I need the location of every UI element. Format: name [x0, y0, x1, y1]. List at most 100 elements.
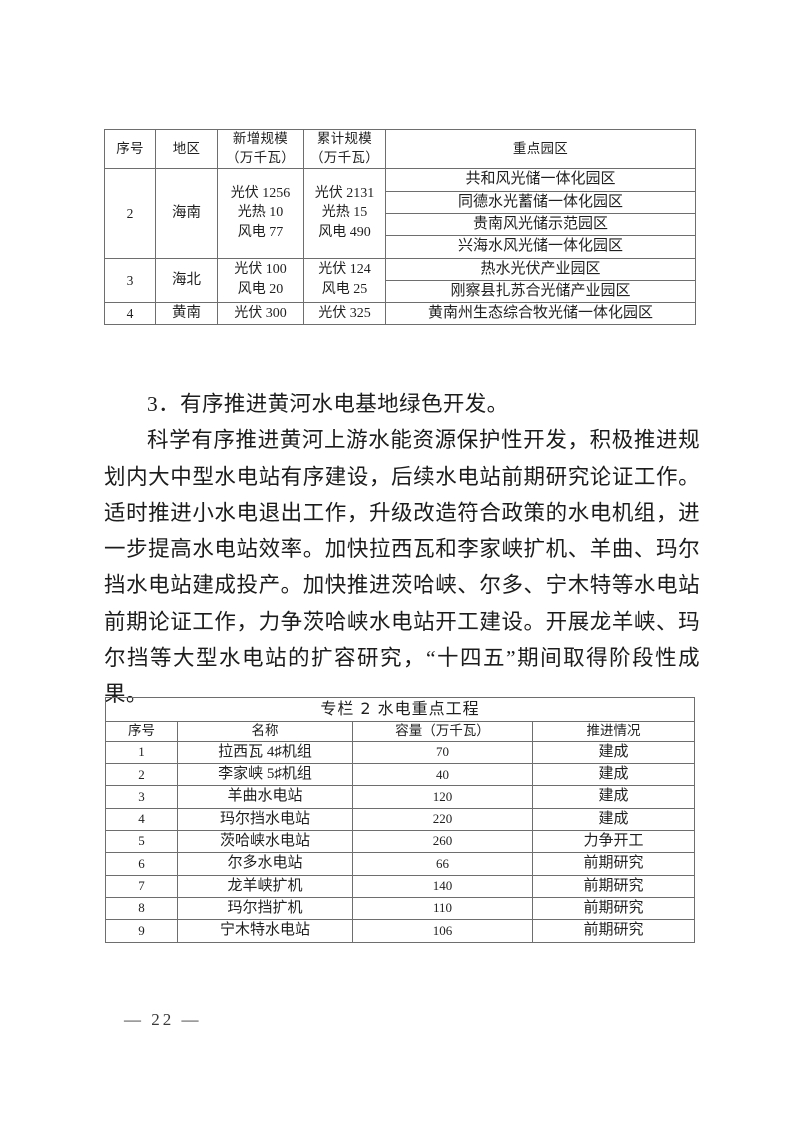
cumulative-scale-line: 光伏 2131	[314, 185, 375, 201]
table-row: 兴海水风光储一体化园区	[105, 235, 696, 259]
cell-index: 5	[105, 830, 178, 854]
cell-new-scale: 光伏 100 风电 20	[217, 257, 304, 304]
new-scale-line: 风电 77	[237, 225, 284, 241]
cell-index: 3	[105, 785, 178, 809]
cumulative-scale-line: 光热 15	[321, 205, 368, 221]
table-header-row: 序号 地区 新增规模 （万千瓦） 累计规模 （万千瓦） 重点园区	[104, 128, 696, 170]
cell-new-scale: 光伏 300	[217, 302, 304, 326]
page-number: — 22 —	[124, 1010, 202, 1029]
cell-name: 玛尔挡水电站	[177, 807, 353, 832]
new-scale-line: 光伏 100	[234, 262, 287, 278]
col-header-cumulative-scale: 累计规模 （万千瓦）	[303, 128, 386, 170]
table-title-row: 专栏 2 水电重点工程	[105, 697, 695, 722]
cell-index: 3	[104, 257, 156, 304]
new-scale-line: 风电 20	[237, 282, 284, 298]
table-row: 5 茨哈峡水电站 260 力争开工	[105, 830, 695, 854]
table-row: 3 羊曲水电站 120 建成	[105, 785, 695, 809]
table-row: 4 玛尔挡水电站 220 建成	[105, 807, 695, 832]
cell-capacity: 110	[352, 896, 533, 921]
cell-park: 兴海水风光储一体化园区	[385, 235, 696, 259]
cell-capacity: 140	[352, 874, 533, 898]
cell-name: 龙羊峡扩机	[177, 874, 353, 898]
col-header-region: 地区	[155, 128, 218, 170]
col-header-cumulative-line2: （万千瓦）	[310, 150, 379, 167]
table-row: 刚察县扎苏合光储产业园区	[105, 279, 696, 304]
regional-scale-table: 序号 地区 新增规模 （万千瓦） 累计规模 （万千瓦） 重点园区 2 海南	[104, 128, 696, 326]
cell-park: 热水光伏产业园区	[385, 257, 696, 281]
col-header-new-scale-line2: （万千瓦）	[226, 150, 295, 167]
body-text-block: 3．有序推进黄河水电基地绿色开发。 科学有序推进黄河上游水能资源保护性开发，积极…	[104, 386, 700, 713]
table-row: 7 龙羊峡扩机 140 前期研究	[105, 874, 695, 898]
table-row: 2 李家峡 5♯机组 40 建成	[105, 763, 695, 787]
cell-status: 建成	[532, 763, 695, 787]
cell-status: 建成	[532, 807, 695, 832]
cell-capacity: 220	[352, 807, 533, 832]
cell-capacity: 70	[352, 740, 533, 765]
cell-cumulative-scale: 光伏 124 风电 25	[303, 257, 386, 304]
regional-scale-table-wrapper: 序号 地区 新增规模 （万千瓦） 累计规模 （万千瓦） 重点园区 2 海南	[104, 128, 696, 326]
cumulative-scale-line: 光伏 325	[318, 305, 371, 321]
cell-status: 建成	[532, 740, 695, 765]
col-header-index: 序号	[105, 720, 178, 742]
cell-park: 黄南州生态综合牧光储一体化园区	[385, 302, 696, 326]
cell-name: 拉西瓦 4♯机组	[177, 740, 353, 765]
cell-status: 前期研究	[532, 896, 695, 921]
hydropower-projects-table: 专栏 2 水电重点工程 序号 名称 容量（万千瓦） 推进情况 1 拉西瓦 4♯机…	[105, 697, 695, 943]
cell-cumulative-scale: 光伏 325	[303, 302, 386, 326]
cell-capacity: 260	[352, 830, 533, 854]
section-heading: 3．有序推进黄河水电基地绿色开发。	[147, 392, 509, 416]
cell-status: 前期研究	[532, 852, 695, 876]
col-header-status: 推进情况	[532, 720, 695, 742]
table-row: 6 尔多水电站 66 前期研究	[105, 852, 695, 876]
table-row: 3 海北 光伏 100 风电 20 光伏 124 风电 25 热水光伏产业园区	[104, 257, 696, 304]
cumulative-scale-line: 风电 25	[321, 282, 368, 298]
cell-region: 黄南	[155, 302, 218, 326]
cell-park: 同德水光蓄储一体化园区	[385, 190, 696, 214]
cell-region: 海南	[155, 168, 218, 259]
table-row: 1 拉西瓦 4♯机组 70 建成	[105, 740, 695, 765]
cell-capacity: 120	[352, 785, 533, 809]
cell-name: 宁木特水电站	[177, 919, 353, 943]
new-scale-line: 光伏 300	[234, 305, 287, 321]
cell-index: 2	[104, 168, 156, 259]
cell-capacity: 66	[352, 852, 533, 876]
new-scale-line: 光热 10	[237, 205, 284, 221]
col-header-parks: 重点园区	[385, 128, 696, 170]
cell-new-scale: 光伏 1256 光热 10 风电 77	[217, 168, 304, 259]
cell-region: 海北	[155, 257, 218, 304]
cell-status: 前期研究	[532, 874, 695, 898]
cell-cumulative-scale: 光伏 2131 光热 15 风电 490	[303, 168, 386, 259]
col-header-capacity: 容量（万千瓦）	[352, 720, 533, 742]
col-header-name: 名称	[177, 720, 353, 742]
table-row: 同德水光蓄储一体化园区	[105, 190, 696, 214]
cell-park: 共和风光储一体化园区	[385, 168, 696, 192]
table-row: 2 海南 光伏 1256 光热 10 风电 77 光伏 2131 光热 15 风…	[104, 168, 696, 259]
cell-capacity: 106	[352, 919, 533, 943]
cell-index: 4	[104, 302, 156, 326]
cell-name: 羊曲水电站	[177, 785, 353, 809]
col-header-new-scale: 新增规模 （万千瓦）	[217, 128, 304, 170]
col-header-index: 序号	[104, 128, 156, 170]
cell-index: 1	[105, 740, 178, 765]
table-row: 贵南风光储示范园区	[105, 212, 696, 237]
cell-index: 9	[105, 919, 178, 943]
cell-index: 7	[105, 874, 178, 898]
cell-name: 李家峡 5♯机组	[177, 763, 353, 787]
col-header-new-scale-line1: 新增规模	[232, 131, 289, 147]
col-header-cumulative-line1: 累计规模	[316, 131, 373, 147]
table-row: 8 玛尔挡扩机 110 前期研究	[105, 896, 695, 921]
table-title: 专栏 2 水电重点工程	[105, 697, 695, 722]
cell-status: 力争开工	[532, 830, 695, 854]
table-row: 4 黄南 光伏 300 光伏 325 黄南州生态综合牧光储一体化园区	[104, 302, 696, 326]
cell-name: 玛尔挡扩机	[177, 896, 353, 921]
cell-index: 4	[105, 807, 178, 832]
cell-index: 8	[105, 896, 178, 921]
cell-name: 茨哈峡水电站	[177, 830, 353, 854]
cell-status: 建成	[532, 785, 695, 809]
cell-park: 贵南风光储示范园区	[385, 212, 696, 237]
cell-index: 2	[105, 763, 178, 787]
new-scale-line: 光伏 1256	[230, 185, 291, 201]
table-row: 9 宁木特水电站 106 前期研究	[105, 919, 695, 943]
hydropower-projects-table-wrapper: 专栏 2 水电重点工程 序号 名称 容量（万千瓦） 推进情况 1 拉西瓦 4♯机…	[105, 697, 695, 943]
